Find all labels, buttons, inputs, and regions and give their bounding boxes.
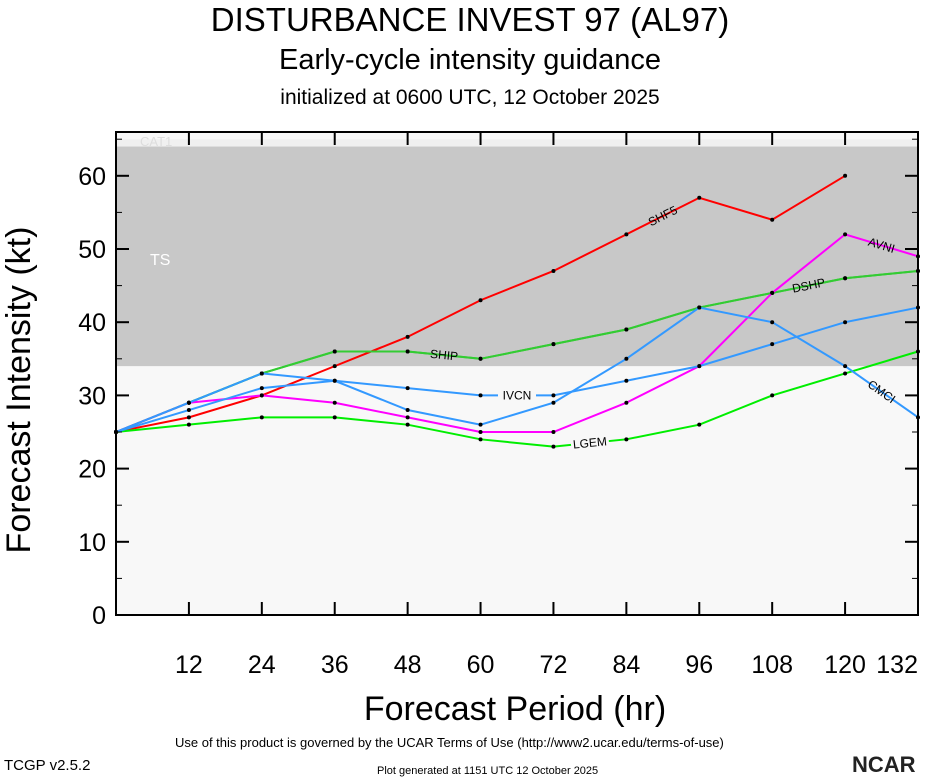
x-tick-label: 84 <box>612 651 640 679</box>
point-shf5 <box>770 217 775 222</box>
point-cmci <box>697 305 702 310</box>
point-avni <box>332 400 337 405</box>
x-tick-label: 108 <box>751 651 793 679</box>
point-ivcn <box>770 342 775 347</box>
x-tick-label: 132 <box>876 651 918 679</box>
point-lgem <box>551 444 556 449</box>
point-dshp <box>405 349 410 354</box>
y-tick-label: 60 <box>78 163 106 191</box>
point-cmci <box>332 378 337 383</box>
point-avni <box>259 393 264 398</box>
point-ivcn <box>259 386 264 391</box>
ncar-logo: NCAR <box>852 752 916 777</box>
point-cmci <box>843 364 848 369</box>
point-ivcn <box>697 364 702 369</box>
y-tick-label: 40 <box>78 309 106 337</box>
x-tick-label: 120 <box>824 651 866 679</box>
point-lgem <box>843 371 848 376</box>
series-label-bg <box>570 434 610 452</box>
x-tick-label: 48 <box>394 651 422 679</box>
point-avni <box>770 290 775 295</box>
chart-title: DISTURBANCE INVEST 97 (AL97) <box>210 1 730 38</box>
chart-subtitle: Early-cycle intensity guidance <box>278 44 661 76</box>
init-time: initialized at 0600 UTC, 12 October 2025 <box>280 86 660 109</box>
point-avni <box>478 430 483 434</box>
point-avni <box>843 232 848 237</box>
x-tick-label: 60 <box>467 651 495 679</box>
point-cmci <box>478 422 483 427</box>
point-shf5 <box>332 364 337 369</box>
point-ivcn <box>186 408 191 413</box>
point-shf5 <box>697 195 702 200</box>
y-tick-label: 10 <box>78 529 106 557</box>
series-label-dshp: DSHP <box>791 275 826 295</box>
series-line-lgem <box>115 350 919 448</box>
series-line-avni <box>115 233 919 433</box>
point-ivcn <box>843 320 848 325</box>
x-axis-label: Forecast Period (hr) <box>364 690 666 728</box>
point-shf5 <box>478 298 483 303</box>
band-ts <box>116 146 918 367</box>
x-tick-label: 36 <box>321 651 349 679</box>
point-lgem <box>405 422 410 427</box>
point-cmci <box>770 320 775 325</box>
version-text: TCGP v2.5.2 <box>4 757 91 774</box>
y-axis-label: Forecast Intensity (kt) <box>0 227 38 554</box>
point-lgem <box>186 422 191 427</box>
x-tick-label: 72 <box>540 651 568 679</box>
series-label-ship: SHIP <box>429 347 458 364</box>
point-lgem <box>624 437 629 442</box>
point-lgem <box>770 393 775 398</box>
point-ivcn <box>478 393 483 398</box>
point-cmci <box>259 371 264 376</box>
point-avni <box>624 400 629 405</box>
band-label-cat1: CAT1 <box>140 134 172 149</box>
point-dshp <box>332 349 337 354</box>
x-tick-label: 12 <box>175 651 203 679</box>
point-shf5 <box>405 334 410 339</box>
point-dshp <box>843 276 848 281</box>
x-tick-label: 96 <box>685 651 713 679</box>
band-label-ts: TS <box>150 252 170 269</box>
y-tick-label: 0 <box>92 602 106 630</box>
point-shf5 <box>624 232 629 237</box>
y-tick-label: 50 <box>78 236 106 264</box>
point-ivcn <box>405 386 410 391</box>
generated-text: Plot generated at 1151 UTC 12 October 20… <box>377 765 599 777</box>
point-shf5 <box>551 268 556 273</box>
point-lgem <box>332 415 337 420</box>
series-label-ivcn: IVCN <box>503 388 532 402</box>
point-cmci <box>624 356 629 361</box>
point-cmci <box>405 408 410 413</box>
x-tick-label: 24 <box>248 651 276 679</box>
y-tick-label: 20 <box>78 456 106 484</box>
point-ivcn <box>624 378 629 383</box>
point-lgem <box>697 422 702 427</box>
point-shf5 <box>186 415 191 420</box>
point-ivcn <box>551 393 556 398</box>
series-label-lgem: LGEM <box>572 434 607 451</box>
point-cmci <box>186 400 191 405</box>
series-line-cmci <box>115 306 919 433</box>
band-cat1 <box>116 139 918 147</box>
point-shf5 <box>843 173 848 178</box>
point-avni <box>405 415 410 420</box>
point-avni <box>551 430 556 434</box>
point-lgem <box>259 415 264 420</box>
point-cmci <box>551 400 556 405</box>
point-dshp <box>551 342 556 347</box>
point-dshp <box>478 356 483 361</box>
point-dshp <box>624 327 629 332</box>
y-tick-label: 30 <box>78 382 106 410</box>
plot-frame <box>115 131 919 616</box>
terms-text: Use of this product is governed by the U… <box>175 735 724 750</box>
point-lgem <box>478 437 483 442</box>
series-label-bg <box>498 388 536 403</box>
